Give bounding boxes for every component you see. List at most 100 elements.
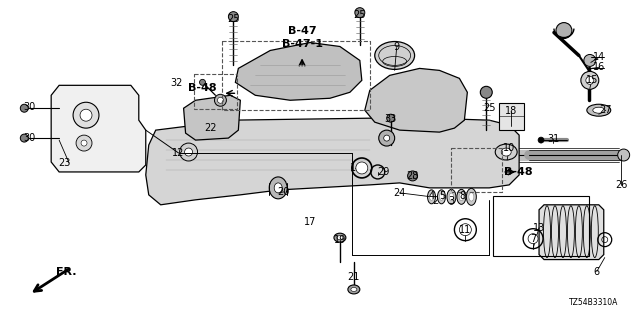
Ellipse shape <box>375 42 415 69</box>
Text: 11: 11 <box>460 225 472 235</box>
Polygon shape <box>184 95 241 140</box>
Bar <box>223 41 370 110</box>
Circle shape <box>76 135 92 151</box>
Circle shape <box>480 86 492 98</box>
Text: 23: 23 <box>58 158 70 168</box>
Circle shape <box>581 71 599 89</box>
Text: 12: 12 <box>172 148 185 158</box>
Polygon shape <box>236 43 362 100</box>
Ellipse shape <box>337 236 343 240</box>
Text: 26: 26 <box>616 180 628 190</box>
Ellipse shape <box>269 177 287 199</box>
Ellipse shape <box>528 234 538 244</box>
Text: 4: 4 <box>428 191 435 201</box>
Ellipse shape <box>356 162 368 174</box>
Circle shape <box>180 143 198 161</box>
Text: 8: 8 <box>460 191 465 201</box>
Circle shape <box>218 97 223 103</box>
Text: 5: 5 <box>439 191 445 201</box>
Circle shape <box>618 149 630 161</box>
Ellipse shape <box>495 144 517 160</box>
Text: B-48: B-48 <box>188 83 217 93</box>
Text: 25: 25 <box>353 10 366 20</box>
Text: B-48: B-48 <box>504 167 532 177</box>
Circle shape <box>81 140 87 146</box>
Circle shape <box>20 134 28 142</box>
Ellipse shape <box>274 183 282 193</box>
Circle shape <box>214 94 227 106</box>
Circle shape <box>586 76 594 84</box>
Ellipse shape <box>467 188 476 205</box>
Text: 13: 13 <box>533 223 545 233</box>
Bar <box>451 148 502 192</box>
Ellipse shape <box>440 193 444 200</box>
Text: B-47-1: B-47-1 <box>282 38 323 49</box>
Circle shape <box>200 79 205 85</box>
Ellipse shape <box>447 189 456 204</box>
Ellipse shape <box>334 233 346 242</box>
Text: 7: 7 <box>530 234 536 244</box>
Text: TZ54B3310A: TZ54B3310A <box>570 298 619 307</box>
Polygon shape <box>51 85 146 172</box>
Text: 1: 1 <box>350 163 356 173</box>
Ellipse shape <box>469 193 474 201</box>
Text: 21: 21 <box>348 273 360 283</box>
Ellipse shape <box>348 285 360 294</box>
Ellipse shape <box>593 107 605 113</box>
Text: 20: 20 <box>277 187 289 197</box>
Circle shape <box>228 12 238 22</box>
Circle shape <box>387 114 395 122</box>
Text: 28: 28 <box>406 171 419 181</box>
Text: 30: 30 <box>23 102 35 112</box>
Circle shape <box>379 130 395 146</box>
Ellipse shape <box>501 148 511 156</box>
Polygon shape <box>146 118 519 205</box>
Text: 32: 32 <box>170 78 183 88</box>
Ellipse shape <box>351 287 357 292</box>
Ellipse shape <box>459 193 463 201</box>
Bar <box>499 103 524 130</box>
Text: 31: 31 <box>547 134 559 144</box>
Text: 25: 25 <box>227 14 239 24</box>
Text: 24: 24 <box>394 188 406 198</box>
Text: 33: 33 <box>385 114 397 124</box>
Circle shape <box>20 104 28 112</box>
Circle shape <box>80 109 92 121</box>
Circle shape <box>384 135 390 141</box>
Text: 3: 3 <box>449 196 454 206</box>
Ellipse shape <box>429 193 433 200</box>
Text: 19: 19 <box>334 235 346 245</box>
Text: 25: 25 <box>483 103 495 113</box>
Ellipse shape <box>428 190 435 204</box>
Text: 22: 22 <box>204 123 217 133</box>
Circle shape <box>538 137 544 143</box>
Text: 6: 6 <box>594 267 600 276</box>
Text: 16: 16 <box>593 62 605 72</box>
Ellipse shape <box>449 193 454 201</box>
Text: FR.: FR. <box>56 267 77 276</box>
Circle shape <box>73 102 99 128</box>
Text: 30: 30 <box>23 133 35 143</box>
Ellipse shape <box>438 190 445 204</box>
Text: 2: 2 <box>433 196 438 206</box>
Ellipse shape <box>457 189 466 204</box>
Circle shape <box>556 23 572 38</box>
Text: 9: 9 <box>394 43 400 52</box>
Text: 29: 29 <box>378 167 390 177</box>
Bar <box>493 196 589 256</box>
Bar <box>193 74 237 109</box>
Text: 10: 10 <box>503 143 515 153</box>
Circle shape <box>184 148 193 156</box>
Polygon shape <box>539 205 604 260</box>
Ellipse shape <box>587 104 611 116</box>
Circle shape <box>408 171 417 181</box>
Circle shape <box>584 54 596 67</box>
Text: 14: 14 <box>593 52 605 62</box>
Text: B-47: B-47 <box>288 26 316 36</box>
Text: 17: 17 <box>304 217 316 227</box>
Text: 27: 27 <box>600 105 612 115</box>
Circle shape <box>355 8 365 18</box>
Ellipse shape <box>460 224 471 236</box>
Text: 18: 18 <box>505 106 517 116</box>
Text: 15: 15 <box>586 75 598 85</box>
